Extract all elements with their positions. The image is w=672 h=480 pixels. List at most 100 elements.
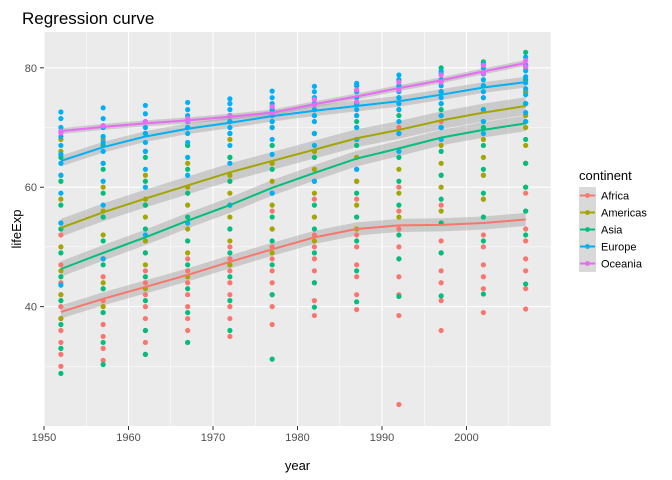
point-europe bbox=[100, 160, 106, 166]
point-africa bbox=[354, 292, 360, 298]
point-asia bbox=[438, 107, 444, 113]
point-europe bbox=[269, 190, 275, 196]
point-europe bbox=[354, 107, 360, 113]
point-asia bbox=[142, 327, 148, 334]
point-europe bbox=[480, 95, 486, 101]
point-africa bbox=[58, 232, 64, 238]
point-asia bbox=[185, 339, 191, 346]
x-tick-label: 1980 bbox=[285, 432, 309, 444]
point-africa bbox=[523, 268, 529, 274]
point-americas bbox=[227, 214, 233, 220]
point-asia bbox=[142, 178, 148, 184]
point-africa bbox=[354, 244, 360, 250]
point-europe bbox=[142, 130, 148, 137]
point-europe bbox=[523, 68, 529, 74]
point-africa bbox=[142, 268, 148, 274]
point-americas bbox=[58, 196, 64, 202]
legend-key-point bbox=[585, 210, 590, 215]
point-africa bbox=[58, 304, 64, 310]
point-asia bbox=[438, 293, 444, 299]
point-americas bbox=[100, 184, 106, 190]
point-africa bbox=[311, 312, 317, 319]
point-europe bbox=[227, 160, 233, 166]
point-europe bbox=[438, 101, 444, 107]
point-europe bbox=[58, 115, 64, 122]
point-europe bbox=[396, 95, 402, 101]
trend-oceania bbox=[60, 62, 526, 133]
x-axis-ticks: 1950 1960 1970 1980 1990 2000 bbox=[32, 426, 479, 444]
point-americas bbox=[438, 184, 444, 190]
point-africa bbox=[142, 280, 148, 286]
point-africa bbox=[100, 321, 106, 328]
point-africa bbox=[438, 298, 444, 304]
point-africa bbox=[269, 304, 275, 310]
point-europe bbox=[354, 80, 360, 86]
point-asia bbox=[142, 298, 148, 304]
point-europe bbox=[227, 96, 233, 102]
trend-africa bbox=[60, 218, 526, 313]
point-asia bbox=[480, 190, 486, 196]
point-europe bbox=[100, 139, 106, 146]
point-americas bbox=[438, 142, 444, 149]
point-asia bbox=[58, 321, 64, 328]
point-americas bbox=[227, 172, 233, 178]
point-europe bbox=[396, 72, 402, 78]
point-europe bbox=[311, 178, 317, 184]
point-asia bbox=[227, 327, 233, 334]
point-asia bbox=[438, 65, 444, 71]
point-africa bbox=[311, 256, 317, 262]
point-asia bbox=[438, 172, 444, 178]
x-tick-label: 2000 bbox=[454, 432, 478, 444]
legend-key-point bbox=[585, 261, 590, 266]
point-asia bbox=[142, 250, 148, 256]
point-europe bbox=[438, 95, 444, 101]
band-americas bbox=[60, 97, 526, 237]
point-europe bbox=[354, 112, 360, 119]
point-asia bbox=[396, 178, 402, 184]
point-africa bbox=[100, 357, 106, 363]
point-africa bbox=[227, 256, 233, 262]
trend-americas bbox=[60, 105, 526, 229]
point-asia bbox=[523, 281, 529, 287]
point-africa bbox=[227, 280, 233, 286]
point-africa bbox=[523, 306, 529, 312]
point-europe bbox=[438, 89, 444, 95]
x-tick-label: 1960 bbox=[116, 432, 140, 444]
point-americas bbox=[269, 226, 275, 232]
point-europe bbox=[438, 124, 444, 131]
point-americas bbox=[523, 142, 529, 149]
point-africa bbox=[396, 226, 402, 232]
point-africa bbox=[396, 208, 402, 214]
point-europe bbox=[185, 172, 191, 178]
point-asia bbox=[100, 286, 106, 292]
legend: continent Africa Americas Asia Europe Oceani… bbox=[579, 168, 647, 272]
point-asia bbox=[58, 298, 64, 304]
data-points bbox=[58, 49, 529, 408]
point-asia bbox=[58, 274, 64, 280]
point-asia bbox=[100, 238, 106, 244]
x-axis-title: year bbox=[285, 458, 311, 473]
point-asia bbox=[185, 214, 191, 220]
point-americas bbox=[480, 172, 486, 178]
point-europe bbox=[438, 83, 444, 89]
point-africa bbox=[480, 232, 486, 238]
legend-title: continent bbox=[579, 168, 632, 183]
point-oceania bbox=[438, 72, 444, 78]
point-asia bbox=[100, 166, 106, 172]
point-africa bbox=[100, 345, 106, 351]
point-europe bbox=[58, 172, 64, 178]
point-americas bbox=[58, 315, 64, 322]
point-europe bbox=[100, 133, 106, 140]
point-europe bbox=[438, 112, 444, 119]
point-africa bbox=[227, 268, 233, 274]
point-oceania bbox=[523, 58, 529, 64]
point-europe bbox=[269, 124, 275, 131]
point-africa bbox=[396, 184, 402, 190]
point-asia bbox=[311, 280, 317, 286]
point-africa bbox=[480, 262, 486, 268]
point-asia bbox=[480, 166, 486, 172]
point-africa bbox=[311, 298, 317, 304]
point-europe bbox=[185, 154, 191, 160]
point-americas bbox=[438, 160, 444, 166]
point-africa bbox=[185, 268, 191, 274]
